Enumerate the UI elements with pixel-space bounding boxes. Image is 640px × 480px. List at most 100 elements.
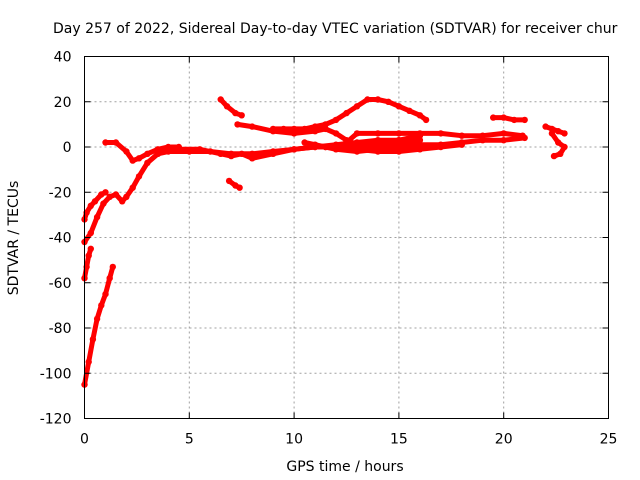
data-point: [395, 103, 403, 110]
series-trace: [218, 97, 245, 118]
data-point: [109, 263, 117, 271]
data-point: [217, 150, 224, 157]
data-point: [87, 229, 95, 237]
data-point: [500, 130, 507, 137]
data-point: [301, 125, 308, 133]
data-point: [416, 137, 424, 144]
data-point: [561, 130, 568, 137]
data-point: [217, 96, 224, 103]
data-point: [437, 130, 444, 137]
series-arc-5: [217, 96, 245, 119]
data-point: [500, 137, 507, 144]
x-tick-label: 15: [390, 432, 408, 448]
data-point: [374, 96, 382, 103]
data-point: [91, 198, 99, 205]
x-tick-labels: 0 5 10 15 20 25: [80, 432, 617, 448]
data-point: [479, 132, 486, 139]
data-point: [301, 139, 308, 146]
chart-title: Day 257 of 2022, Sidereal Day-to-day VTE…: [53, 21, 618, 37]
data-point: [223, 103, 231, 110]
y-tick-label: -120: [40, 412, 72, 428]
data-point: [129, 157, 136, 164]
data-point: [353, 103, 361, 110]
data-point: [89, 336, 97, 343]
data-point: [395, 137, 403, 144]
data-point: [322, 143, 329, 151]
data-point: [406, 107, 413, 115]
data-point: [112, 139, 120, 146]
data-point: [123, 193, 130, 200]
series-trace: [490, 115, 528, 123]
series-trace: [543, 124, 567, 136]
data-point: [290, 125, 298, 133]
data-point: [416, 146, 424, 153]
y-axis-label: SDTVAR / TECUs: [6, 181, 22, 296]
axis-ticks: [84, 56, 609, 419]
data-point: [135, 173, 143, 180]
data-point: [225, 177, 233, 185]
series-arc-15: [81, 263, 117, 388]
y-tick-label: -80: [49, 321, 72, 337]
data-point: [332, 143, 340, 151]
x-axis-label: GPS time / hours: [286, 459, 403, 475]
data-point: [458, 132, 465, 139]
series-trace: [235, 121, 423, 148]
series-arc-11: [490, 114, 528, 124]
y-tick-label: 20: [54, 95, 72, 111]
data-point: [280, 125, 287, 133]
data-point: [374, 130, 382, 137]
data-point: [238, 150, 245, 157]
series-arc-16: [225, 177, 243, 191]
data-point: [85, 252, 92, 259]
data-point: [416, 130, 424, 137]
series-arc-8: [322, 130, 526, 151]
series-arc-6: [234, 121, 424, 148]
series-trace: [270, 97, 429, 132]
series-arc-12: [542, 123, 568, 137]
data-point: [416, 112, 424, 119]
x-tick-label: 5: [185, 432, 194, 448]
data-point: [100, 200, 107, 207]
data-point: [343, 109, 350, 117]
data-point: [500, 114, 507, 121]
data-point: [196, 146, 203, 153]
data-point: [395, 143, 403, 151]
data-point: [102, 139, 109, 146]
data-point: [416, 141, 424, 148]
data-point: [93, 315, 101, 323]
data-point: [228, 152, 235, 160]
data-point: [557, 150, 564, 157]
data-point: [175, 146, 182, 153]
data-point: [479, 137, 486, 144]
data-point: [332, 116, 340, 124]
data-point: [374, 148, 382, 155]
data-point: [232, 109, 239, 117]
x-tick-label: 20: [495, 432, 513, 448]
data-point: [311, 128, 319, 135]
x-tick-label: 0: [80, 432, 89, 448]
x-tick-label: 10: [285, 432, 303, 448]
data-point: [238, 112, 245, 119]
data-point: [106, 193, 113, 200]
data-point: [87, 245, 95, 252]
data-point: [154, 148, 162, 155]
data-point: [322, 125, 329, 133]
data-point: [521, 116, 528, 124]
data-point: [395, 148, 403, 155]
data-point: [290, 130, 298, 137]
data-point: [555, 128, 562, 135]
series-arc-3: [102, 139, 182, 164]
series-arc-13: [548, 130, 568, 160]
data-point: [437, 143, 444, 151]
data-point: [102, 189, 109, 196]
data-point: [144, 159, 151, 166]
data-point: [353, 130, 361, 137]
y-tick-label: -100: [40, 366, 72, 382]
data-point: [374, 139, 382, 146]
data-point: [106, 275, 113, 282]
data-point: [548, 125, 556, 133]
data-point: [561, 143, 568, 151]
data-point: [102, 290, 109, 298]
data-point: [249, 123, 256, 130]
data-point: [343, 139, 350, 146]
